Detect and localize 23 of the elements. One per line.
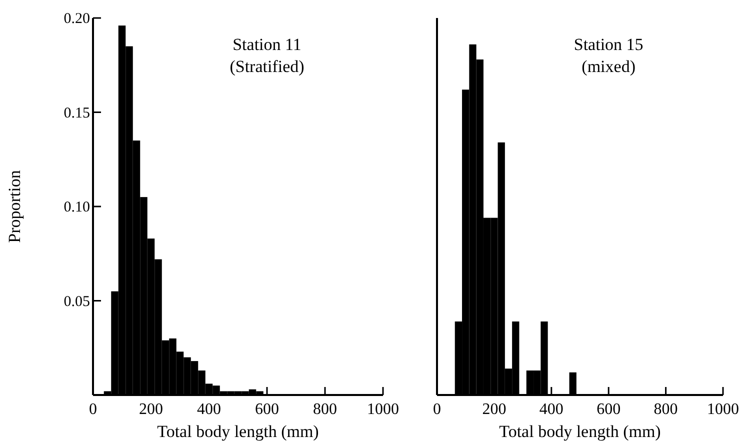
text: Station 11 [232, 35, 302, 54]
text: (Stratified) [230, 57, 304, 76]
y-tick-label: 0.15 [64, 105, 90, 122]
text: (mixed) [582, 57, 636, 76]
y-tick-label: 0.05 [64, 294, 90, 310]
x-tick-label: 200 [482, 401, 506, 418]
x-tick-label: 400 [197, 401, 221, 418]
x-tick-label: 200 [139, 401, 163, 418]
x-tick-label: 600 [255, 401, 279, 418]
x-tick-label: 0 [89, 401, 97, 418]
y-tick-label: 0.20 [64, 11, 90, 27]
x-tick-label: 800 [313, 401, 337, 418]
x-tick-label: 800 [654, 401, 678, 418]
y-axis-title: Proportion [5, 170, 24, 243]
text: Station 15 [574, 35, 644, 54]
x-tick-label: 1000 [707, 401, 739, 418]
y-tick-label: 0.10 [64, 200, 90, 216]
x-tick-label: 1000 [367, 401, 399, 418]
x-tick-label: 400 [539, 401, 564, 418]
x-tick-label: 0 [433, 401, 441, 418]
x-tick-label: 600 [596, 401, 621, 418]
x-axis-title: Total body length (mm) [157, 422, 319, 441]
x-axis-title: Total body length (mm) [499, 422, 661, 441]
